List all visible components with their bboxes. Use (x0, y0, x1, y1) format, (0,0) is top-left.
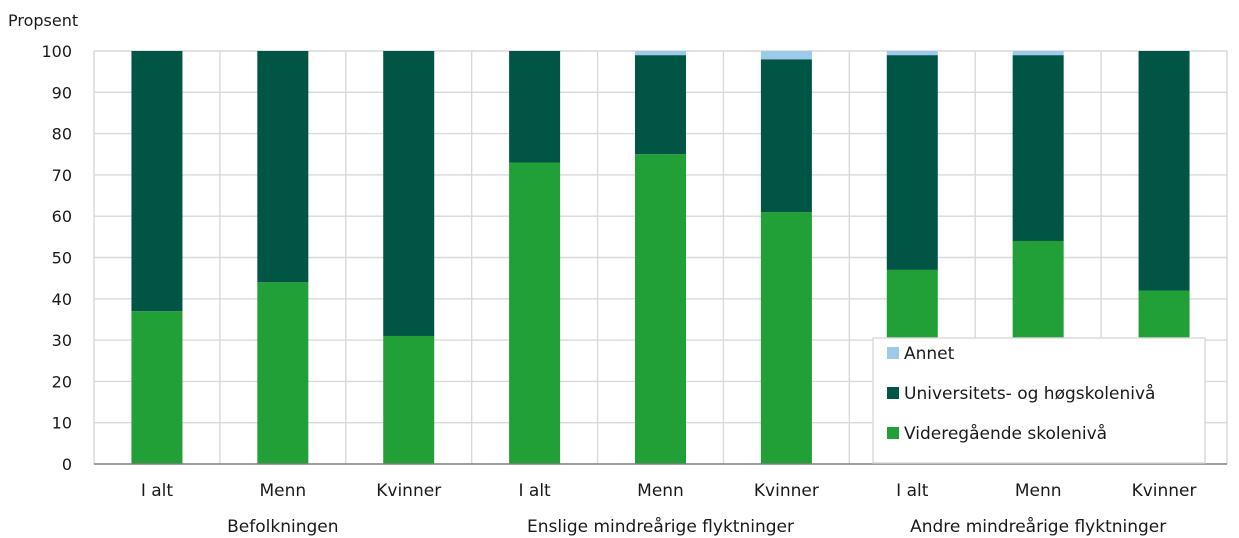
y-tick-label: 30 (52, 331, 72, 350)
bar-segment (383, 335, 435, 464)
y-tick-label: 100 (41, 42, 72, 61)
axis-labels: 0 10 20 30 40 50 60 70 80 90 100 I alt Menn Kvinner I … (41, 42, 1196, 537)
y-tick-label: 80 (52, 125, 72, 144)
x-tick-label: Menn (1015, 481, 1062, 501)
bar-segment (383, 51, 435, 336)
bar-segment (1012, 55, 1064, 241)
x-tick-label: I alt (896, 481, 929, 501)
legend-label: Videregående skolenivå (904, 423, 1107, 444)
legend-swatch (887, 387, 899, 399)
bar-segment (635, 55, 686, 155)
bar-segment (886, 51, 938, 56)
y-tick-label: 40 (52, 290, 72, 309)
bar-segment (760, 51, 812, 60)
bar-segment (131, 311, 183, 464)
bar-segment (257, 51, 309, 283)
bar-segment (760, 59, 812, 213)
x-tick-label: Menn (637, 481, 684, 501)
bar-segment (635, 51, 686, 56)
legend-box (872, 337, 1206, 464)
group-label: Befolkningen (227, 517, 338, 537)
y-axis-label: Propsent (8, 11, 78, 30)
y-tick-label: 10 (52, 414, 72, 433)
bar-segment (635, 154, 686, 464)
bar-segment (1138, 51, 1190, 291)
y-tick-label: 50 (52, 249, 72, 268)
bars (131, 51, 1190, 464)
x-tick-label: Kvinner (376, 481, 441, 501)
group-label: Enslige mindreårige flyktninger (527, 516, 794, 537)
legend-swatch (887, 347, 899, 359)
y-tick-label: 60 (52, 207, 72, 226)
bar-segment (131, 51, 183, 312)
y-tick-label: 70 (52, 166, 72, 185)
y-tick-label: 90 (52, 83, 72, 102)
bar-segment (760, 212, 812, 464)
bar-segment (257, 282, 309, 464)
legend-label: Annet (904, 344, 955, 364)
x-tick-label: Kvinner (754, 481, 819, 501)
x-tick-label: Menn (259, 481, 306, 501)
x-tick-label: I alt (141, 481, 174, 501)
legend-label: Universitets- og høgskolenivå (904, 383, 1155, 404)
bar-segment (509, 162, 561, 464)
y-tick-label: 0 (62, 455, 72, 474)
x-tick-label: Kvinner (1132, 481, 1197, 501)
bar-segment (1012, 51, 1064, 56)
bar-segment (886, 55, 938, 270)
y-tick-label: 20 (52, 372, 72, 391)
x-tick-label: I alt (518, 481, 551, 501)
legend-swatch (887, 427, 899, 439)
bar-segment (509, 51, 561, 163)
group-label: Andre mindreårige flyktninger (910, 516, 1166, 537)
legend: Annet Universitets- og høgskolenivå Videre… (872, 337, 1206, 464)
